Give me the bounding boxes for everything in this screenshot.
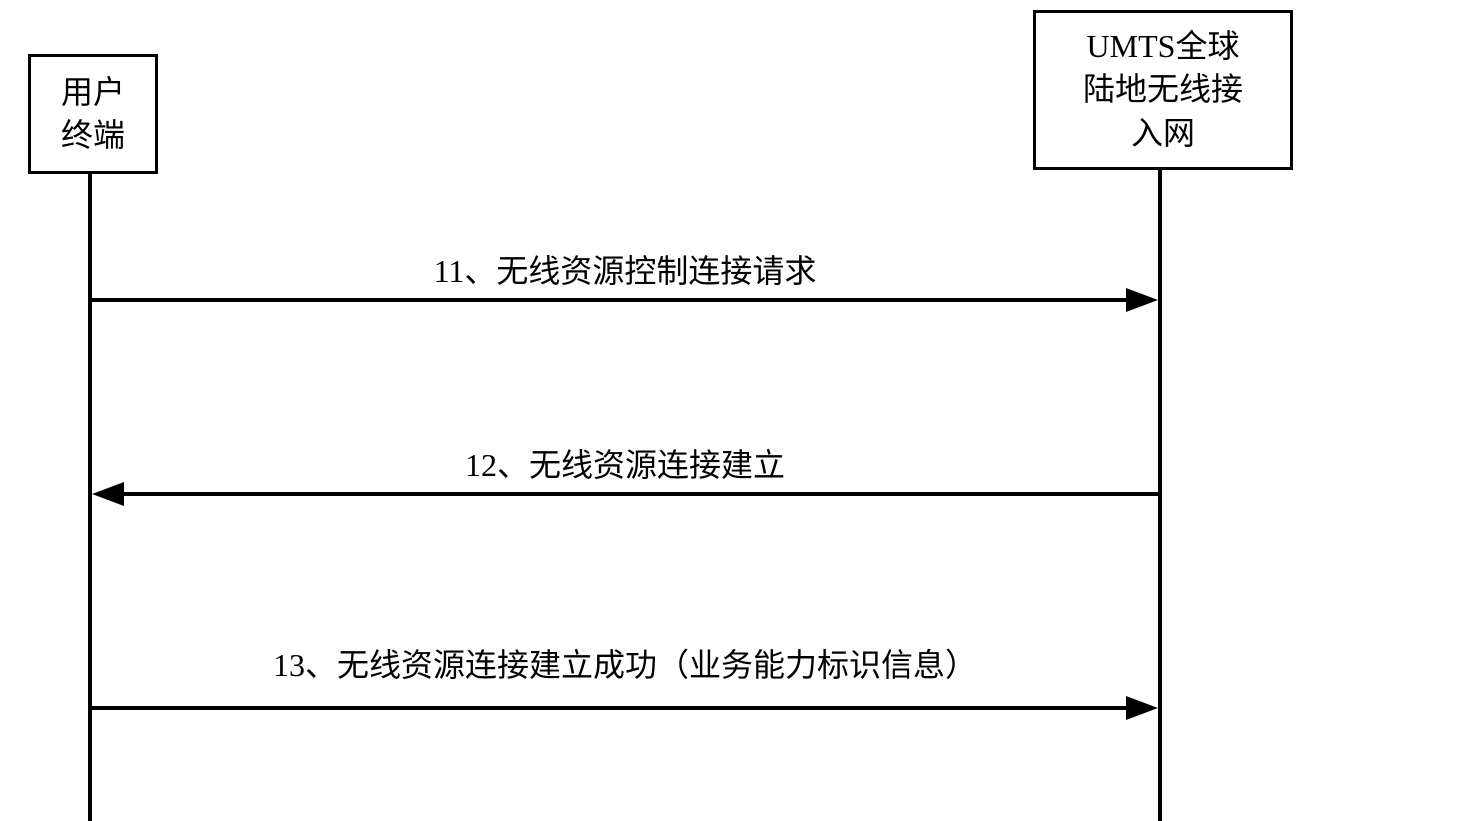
message-arrow-3-head <box>1126 696 1158 720</box>
message-label-1: 11、无线资源控制连接请求 <box>92 246 1158 292</box>
lifeline-utran <box>1158 170 1162 821</box>
actor-user-terminal-label: 用户 终端 <box>61 71 125 157</box>
sequence-diagram: 用户 终端 UMTS全球 陆地无线接 入网 11、无线资源控制连接请求 12、无… <box>0 0 1459 821</box>
actor-user-terminal: 用户 终端 <box>28 54 158 174</box>
message-label-3: 13、无线资源连接建立成功（业务能力标识信息） <box>92 640 1158 686</box>
actor-utran: UMTS全球 陆地无线接 入网 <box>1033 10 1293 170</box>
actor-utran-label: UMTS全球 陆地无线接 入网 <box>1083 25 1243 155</box>
message-label-2: 12、无线资源连接建立 <box>92 440 1158 486</box>
